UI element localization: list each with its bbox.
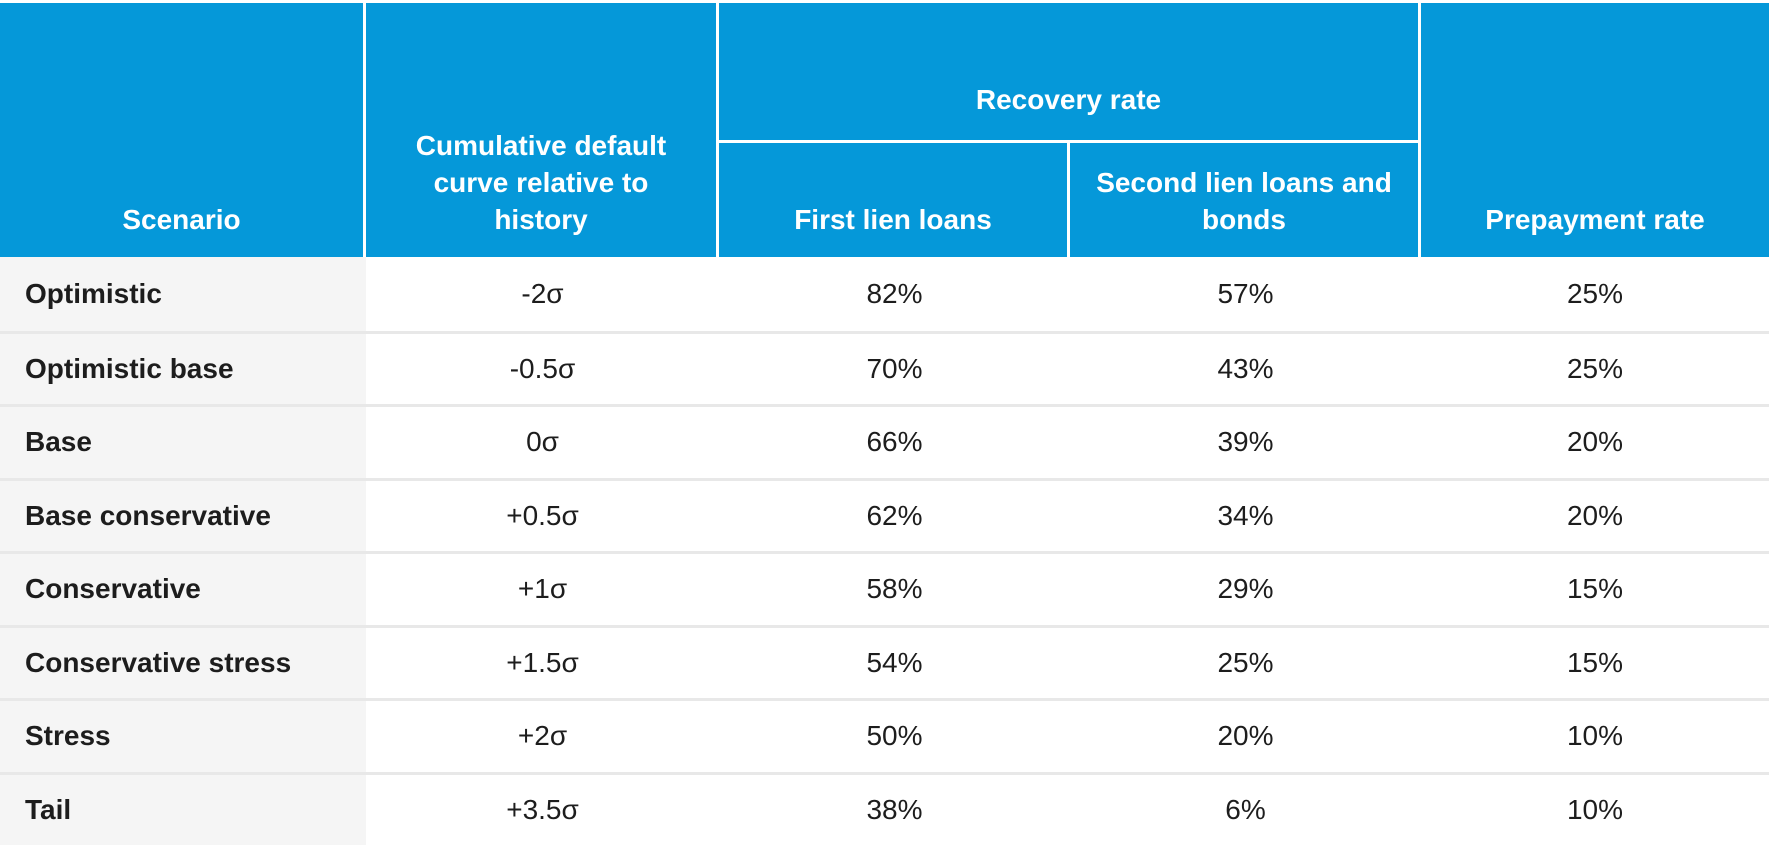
sigma-cell: +0.5σ [366,480,719,551]
header-label-recovery-rate: Recovery rate [975,84,1162,115]
second-lien-cell: 25% [1070,627,1421,698]
scenario-cell: Base [0,407,366,478]
table-row-conservative-stress: Conservative stress +1.5σ 54% 25% 15% [0,624,1769,698]
header-label-second-lien: Second lien loans and bonds [1096,167,1392,236]
first-lien-cell: 62% [719,480,1070,551]
prepayment-cell: 20% [1421,407,1769,478]
header-label-cumulative-default: Cumulative default curve relative to his… [415,130,667,236]
table-row-tail: Tail +3.5σ 38% 6% 10% [0,771,1769,845]
table-row-optimistic: Optimistic -2σ 82% 57% 25% [0,257,1769,331]
scenario-cell: Base conservative [0,480,366,551]
prepayment-cell: 25% [1421,333,1769,404]
table-row-stress: Stress +2σ 50% 20% 10% [0,698,1769,772]
sigma-cell: +3.5σ [366,774,719,845]
header-cell-scenario: Scenario [0,3,366,257]
header-cell-first-lien: First lien loans [719,143,1070,257]
header-cell-cumulative-default: Cumulative default curve relative to his… [366,3,719,257]
table-header-row: Scenario Cumulative default curve relati… [0,3,1769,257]
prepayment-cell: 15% [1421,627,1769,698]
sigma-cell: +1.5σ [366,627,719,698]
scenario-cell: Stress [0,701,366,772]
table-row-base-conservative: Base conservative +0.5σ 62% 34% 20% [0,477,1769,551]
second-lien-cell: 6% [1070,774,1421,845]
first-lien-cell: 50% [719,701,1070,772]
scenario-cell: Optimistic base [0,333,366,404]
scenario-cell: Conservative stress [0,627,366,698]
scenario-cell: Conservative [0,554,366,625]
sigma-cell: -0.5σ [366,333,719,404]
first-lien-cell: 38% [719,774,1070,845]
scenario-cell: Tail [0,774,366,845]
prepayment-cell: 25% [1421,257,1769,331]
table-body: Optimistic -2σ 82% 57% 25% Optimistic ba… [0,257,1769,845]
second-lien-cell: 34% [1070,480,1421,551]
header-recovery-subcolumns: First lien loans Second lien loans and b… [719,143,1418,257]
prepayment-cell: 10% [1421,701,1769,772]
first-lien-cell: 82% [719,257,1070,331]
sigma-cell: 0σ [366,407,719,478]
header-cell-second-lien: Second lien loans and bonds [1070,143,1418,257]
first-lien-cell: 66% [719,407,1070,478]
header-cell-prepayment-rate: Prepayment rate [1421,3,1769,257]
prepayment-cell: 15% [1421,554,1769,625]
header-cell-recovery-rate: Recovery rate [719,3,1418,143]
first-lien-cell: 58% [719,554,1070,625]
first-lien-cell: 54% [719,627,1070,698]
second-lien-cell: 43% [1070,333,1421,404]
table-row-conservative: Conservative +1σ 58% 29% 15% [0,551,1769,625]
first-lien-cell: 70% [719,333,1070,404]
header-label-scenario: Scenario [122,204,241,236]
header-label-prepayment-rate: Prepayment rate [1485,204,1705,236]
prepayment-cell: 20% [1421,480,1769,551]
sigma-cell: +1σ [366,554,719,625]
header-label-first-lien: First lien loans [794,204,992,236]
second-lien-cell: 57% [1070,257,1421,331]
scenario-cell: Optimistic [0,257,366,331]
table-row-optimistic-base: Optimistic base -0.5σ 70% 43% 25% [0,330,1769,404]
sigma-cell: -2σ [366,257,719,331]
header-group-recovery-rate: Recovery rate First lien loans Second li… [719,3,1421,257]
table-row-base: Base 0σ 66% 39% 20% [0,404,1769,478]
second-lien-cell: 39% [1070,407,1421,478]
sigma-cell: +2σ [366,701,719,772]
second-lien-cell: 20% [1070,701,1421,772]
prepayment-cell: 10% [1421,774,1769,845]
second-lien-cell: 29% [1070,554,1421,625]
